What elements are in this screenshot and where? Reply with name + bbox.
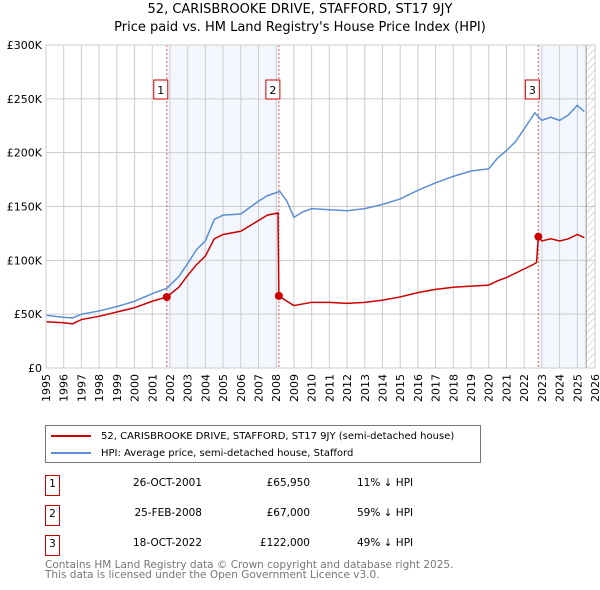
x-tick-label: 2009 <box>288 374 301 402</box>
x-tick-label: 2013 <box>359 374 372 402</box>
x-tick-label: 1998 <box>93 374 106 402</box>
x-tick-label: 2001 <box>146 374 159 402</box>
y-tick-label: £100K <box>7 254 43 267</box>
y-tick-label: £200K <box>7 147 43 160</box>
transaction-hpi: 59% ↓ HPI <box>357 507 414 519</box>
footer-line2: This data is licensed under the Open Gov… <box>45 569 380 581</box>
transaction-date: 26-OCT-2001 <box>133 477 202 489</box>
transaction-price: £122,000 <box>259 537 310 549</box>
x-tick-label: 2006 <box>235 374 248 402</box>
transaction-hpi: 11% ↓ HPI <box>357 477 414 489</box>
y-tick-label: £300K <box>7 39 43 52</box>
x-tick-label: 1997 <box>75 374 88 402</box>
series-line <box>45 212 585 325</box>
sale-label-box <box>153 79 169 100</box>
x-tick-label: 2002 <box>164 374 177 402</box>
marker-badge: 3 <box>45 535 60 556</box>
sale-label-box <box>524 79 540 100</box>
hpi-line-swatch <box>51 452 91 454</box>
sale-point <box>162 292 171 301</box>
x-tick-label: 2012 <box>341 374 354 402</box>
x-tick-label: 2003 <box>182 374 195 402</box>
x-tick-label: 2017 <box>430 374 443 402</box>
sale-label-box <box>265 79 281 100</box>
y-tick-label: £250K <box>7 93 43 106</box>
plot-frame <box>45 44 596 369</box>
x-tick-label: 2026 <box>589 374 600 402</box>
sale-point <box>274 291 283 300</box>
sale-label: 2 <box>269 84 276 97</box>
transaction-date: 18-OCT-2022 <box>133 537 202 549</box>
legend: 52, CARISBROOKE DRIVE, STAFFORD, ST17 9J… <box>45 425 481 463</box>
sale-point <box>534 232 543 241</box>
x-tick-label: 2004 <box>199 374 212 402</box>
x-tick-label: 2022 <box>518 374 531 402</box>
x-tick-label: 2020 <box>483 374 496 402</box>
chart-title: 52, CARISBROOKE DRIVE, STAFFORD, ST17 9J… <box>147 2 453 17</box>
chart-subtitle: Price paid vs. HM Land Registry's House … <box>114 20 486 35</box>
footer-line1: Contains HM Land Registry data © Crown c… <box>45 559 454 571</box>
legend-property: 52, CARISBROOKE DRIVE, STAFFORD, ST17 9J… <box>101 430 455 442</box>
property-line-swatch <box>51 435 91 437</box>
sale-label: 1 <box>157 84 164 97</box>
line-chart: 1995 1996 1997 1998 1999 2000 2001 2002 2003 2004… <box>7 39 600 402</box>
footer: Contains HM Land Registry data © Crown c… <box>45 559 454 581</box>
transaction-price: £65,950 <box>266 477 310 489</box>
series-line <box>45 104 585 319</box>
x-tick-label: 1996 <box>58 374 71 402</box>
x-tick-label: 2015 <box>394 374 407 402</box>
x-tick-label: 2010 <box>306 374 319 402</box>
marker-badge: 1 <box>45 475 60 496</box>
x-tick-label: 2008 <box>270 374 283 402</box>
x-tick-label: 2011 <box>323 374 336 402</box>
x-tick-label: 1995 <box>40 374 53 402</box>
x-tick-label: 2024 <box>554 374 567 402</box>
transaction-hpi: 49% ↓ HPI <box>357 537 414 549</box>
x-tick-label: 2014 <box>376 374 389 402</box>
x-tick-label: 2018 <box>447 374 460 402</box>
y-tick-label: £0 <box>28 362 42 375</box>
x-tick-label: 2005 <box>217 374 230 402</box>
x-tick-label: 2016 <box>412 374 425 402</box>
x-tick-label: 2000 <box>129 374 142 402</box>
transaction-price: £67,000 <box>266 507 310 519</box>
x-tick-label: 1999 <box>111 374 124 402</box>
x-tick-label: 2021 <box>500 374 513 402</box>
x-tick-label: 2007 <box>253 374 266 402</box>
legend-hpi: HPI: Average price, semi-detached house,… <box>101 447 354 459</box>
x-tick-label: 2023 <box>536 374 549 402</box>
y-tick-label: £50K <box>14 308 43 321</box>
y-tick-label: £150K <box>7 201 43 214</box>
transaction-date: 25-FEB-2008 <box>134 507 202 519</box>
x-tick-label: 2025 <box>571 374 584 402</box>
x-tick-label: 2019 <box>465 374 478 402</box>
sale-label: 3 <box>529 84 536 97</box>
marker-badge: 2 <box>45 505 60 526</box>
